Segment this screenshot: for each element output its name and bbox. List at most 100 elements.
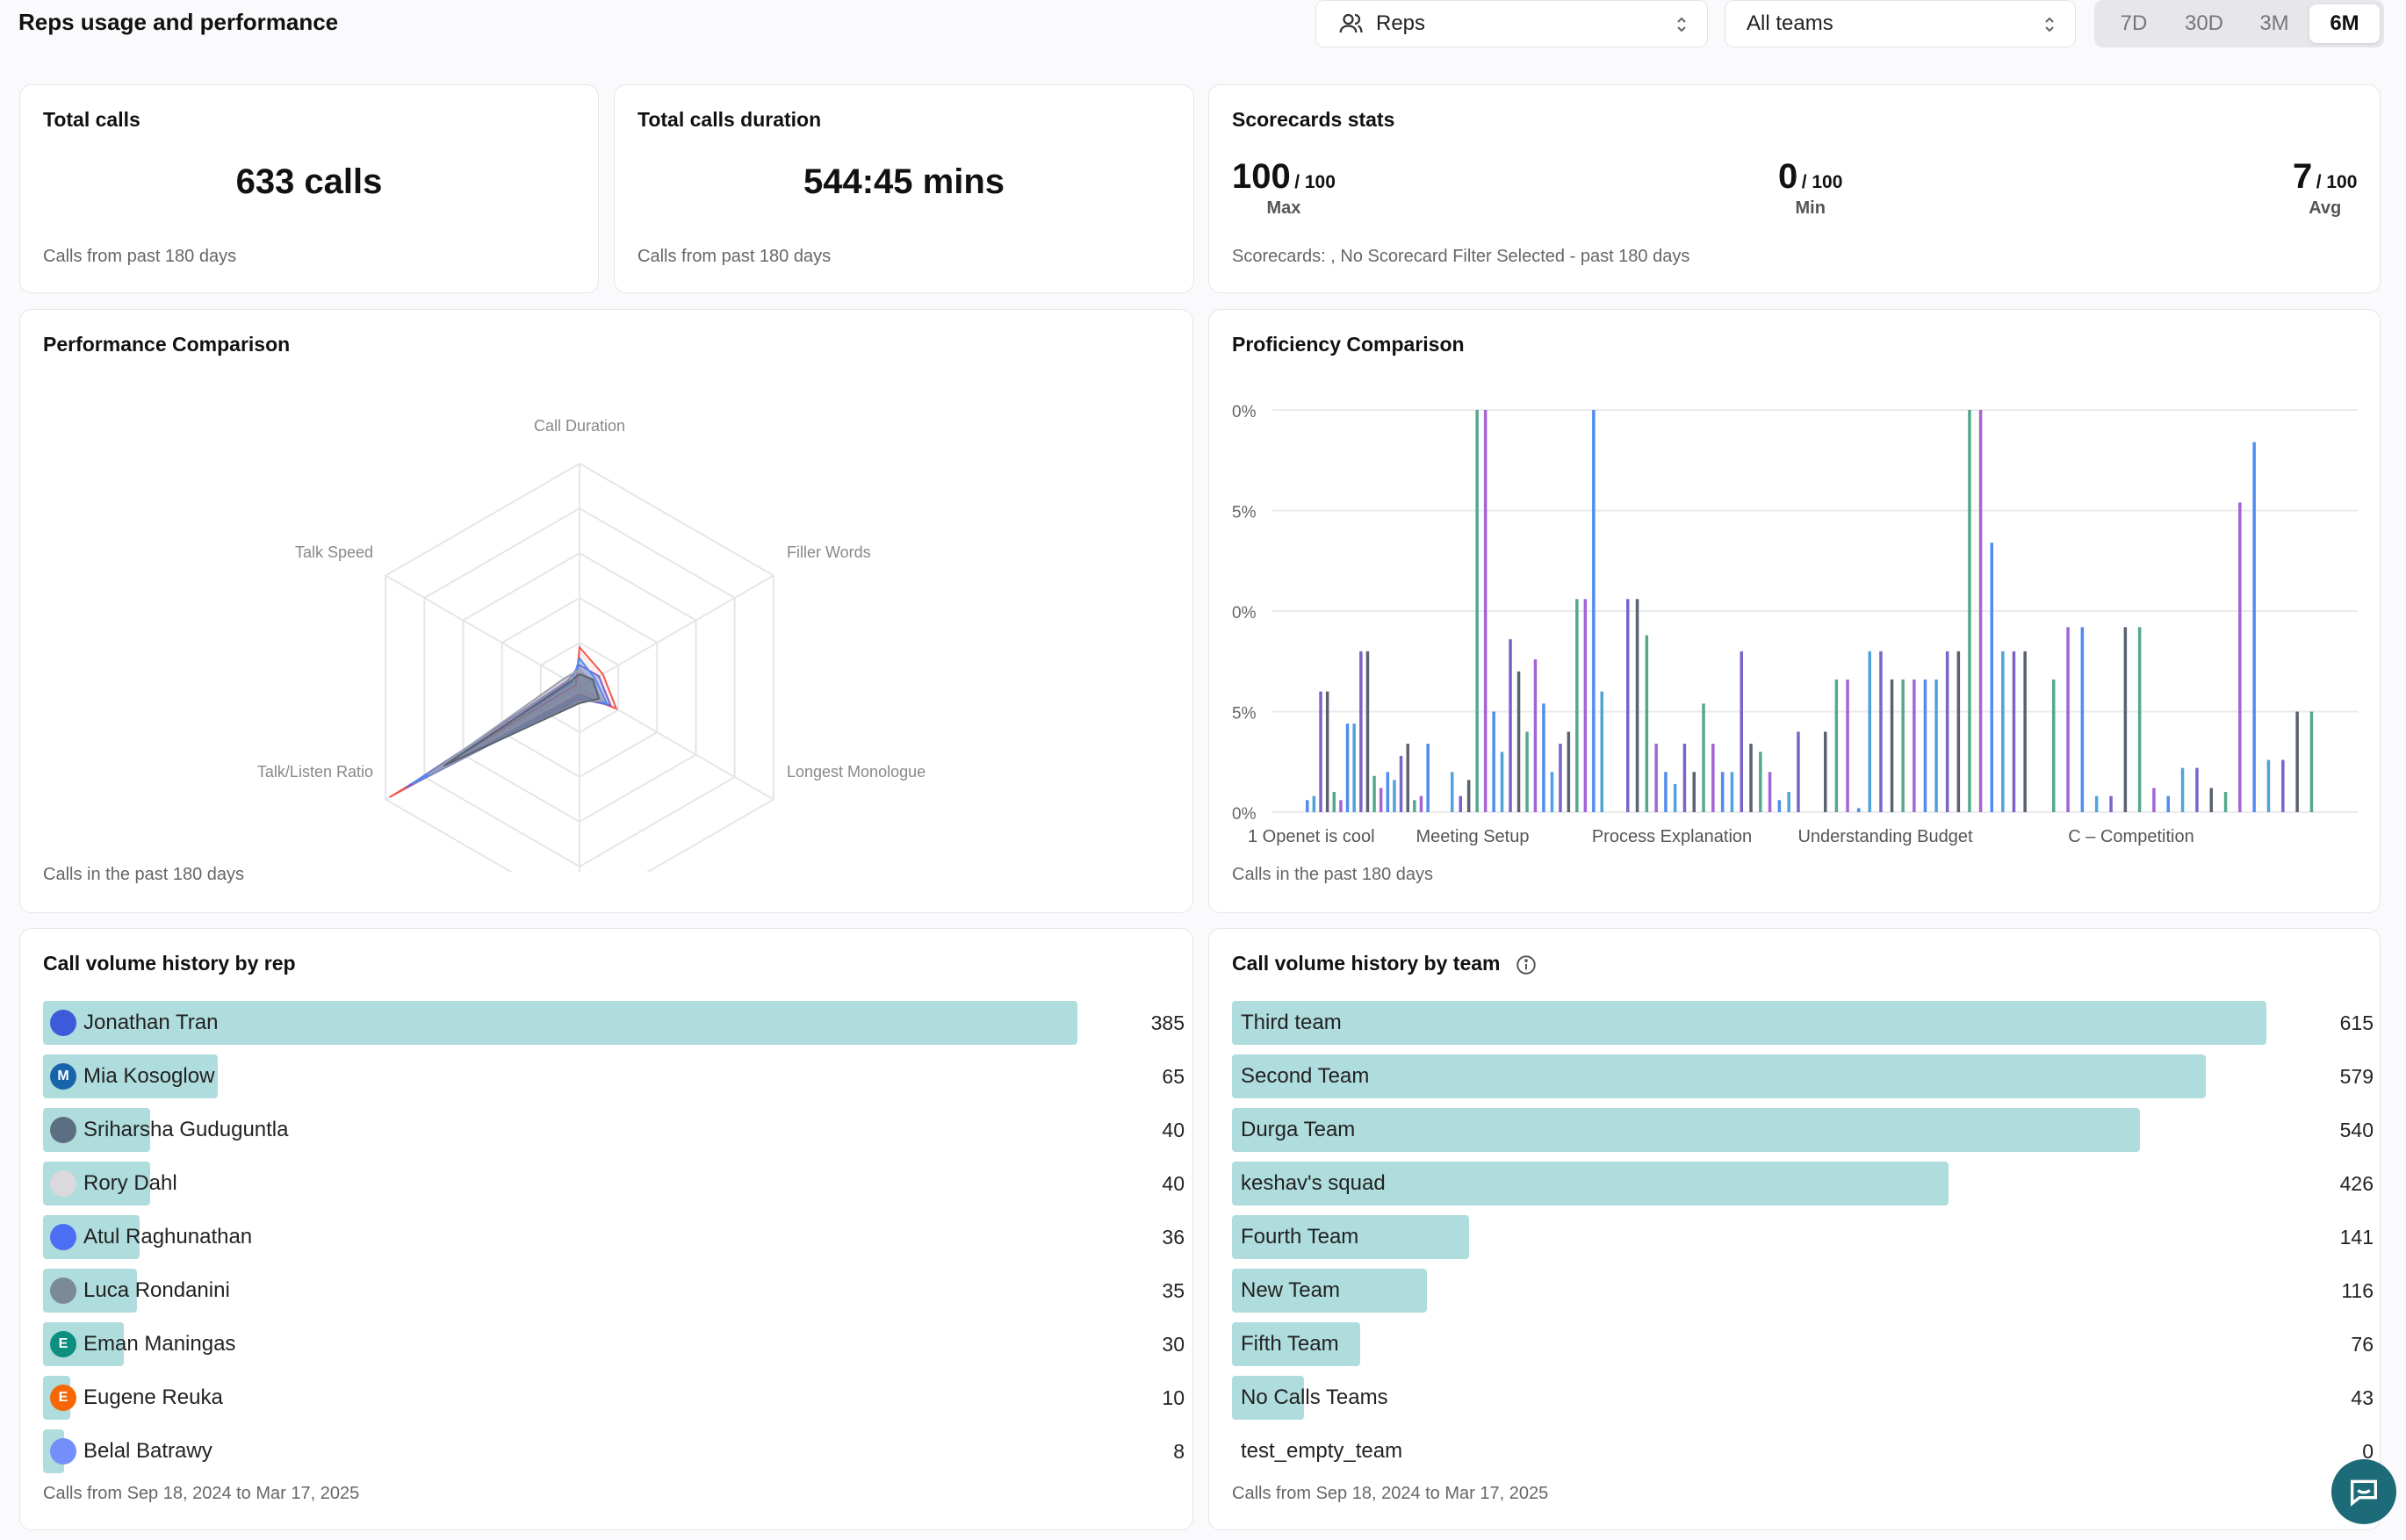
bar-fill [43,1001,1077,1045]
bar-fill [1232,1108,2141,1152]
team-row[interactable]: Second Team 579 [1232,1054,2374,1098]
rep-row[interactable]: Sriharsha Guduguntla 40 [43,1108,1185,1152]
range-30d-button[interactable]: 30D [2184,11,2224,35]
rep-row[interactable]: Luca Rondanini 35 [43,1269,1185,1313]
bar-label: New Team [1241,1269,1340,1313]
proficiency-bar [1399,755,1403,812]
proficiency-bar [1500,752,1504,812]
proficiency-bar [1824,731,1827,812]
bar-fill [1232,1001,2266,1045]
proficiency-bar [1956,651,1961,812]
score-max-value: 100 [1232,157,1291,196]
bar-fill [1232,1269,1428,1313]
score-avg: 7 / 100 Avg [2293,157,2357,219]
bar-value: 615 [2339,1011,2374,1034]
avatar: E [50,1331,76,1357]
rep-row[interactable]: M Mia Kosoglow 65 [43,1054,1185,1098]
team-row[interactable]: No Calls Teams 43 [1232,1376,2374,1420]
proficiency-bar [1664,772,1668,812]
proficiency-bar [2001,651,2005,812]
score-max-label: Max [1266,198,1301,218]
reps-select[interactable]: Reps [1315,0,1708,47]
radar-series-shape [412,656,609,785]
bar-label: E Eugene Reuka [50,1376,223,1420]
team-row[interactable]: Durga Team 540 [1232,1108,2374,1152]
team-row[interactable]: Fifth Team 76 [1232,1322,2374,1366]
bar-name: Durga Team [1241,1118,1356,1141]
proficiency-bar [1516,671,1521,812]
team-row[interactable]: Third team 615 [1232,1001,2374,1045]
proficiency-bar [1749,744,1753,812]
proficiency-bar [1413,800,1416,812]
performance-card: Performance Comparison Call Duration Fill… [19,309,1193,913]
proficiency-bar [1359,651,1363,812]
proficiency-bar [1451,772,1454,812]
proficiency-bars [1306,410,2314,812]
reps-select-value: Reps [1376,11,1426,35]
bar-value: 76 [2351,1332,2374,1356]
range-6m-button[interactable]: 6M [2309,4,2380,43]
proficiency-bar [2094,795,2099,812]
score-max-denom: / 100 [1294,172,1336,192]
proficiency-bar [1702,703,1705,812]
bar-label: Rory Dahl [50,1162,177,1205]
proficiency-bar [1352,723,1356,812]
bar-fill [1232,1215,1470,1259]
bar-value: 141 [2339,1225,2374,1249]
chat-support-button[interactable] [2331,1459,2396,1524]
team-row[interactable]: test_empty_team 0 [1232,1429,2374,1473]
bar-value: 385 [1150,1011,1185,1034]
proficiency-bar [1797,731,1800,812]
rep-row[interactable]: E Eugene Reuka 10 [43,1376,1185,1420]
proficiency-bar [1509,639,1512,812]
proficiency-bar [1890,679,1894,812]
rep-row[interactable]: Atul Raghunathan 36 [43,1215,1185,1259]
proficiency-bar [1542,703,1545,812]
rep-row[interactable]: Rory Dahl 40 [43,1162,1185,1205]
range-7d-button[interactable]: 7D [2120,11,2148,35]
rep-row[interactable]: Jonathan Tran 385 [43,1001,1185,1045]
score-min-label: Min [1795,198,1826,218]
total-calls-value: 633 calls [235,162,383,201]
radar-spoke [579,574,774,688]
proficiency-bar [1475,410,1479,812]
proficiency-bar [1945,651,1949,812]
proficiency-bar [1483,410,1488,812]
team-row[interactable]: New Team 116 [1232,1269,2374,1313]
bar-value: 65 [1162,1064,1185,1088]
card-footer: Calls from past 180 days [638,247,832,266]
info-icon[interactable] [1515,954,1538,976]
score-min-denom: / 100 [1801,172,1843,192]
bar-label: test_empty_team [1241,1429,1402,1473]
chat-icon [2351,1479,2377,1507]
y-tick-label: 5% [1232,705,1257,723]
proficiency-bar [1923,679,1927,812]
date-range-toggle: 7D 30D 3M 6M [2094,0,2384,47]
proficiency-bar [1834,679,1839,812]
avatar [50,1117,76,1143]
proficiency-bar [1730,772,1734,812]
card-footer: Calls in the past 180 days [43,865,245,884]
bar-label: Fourth Team [1241,1215,1358,1259]
card-title: Proficiency Comparison [1232,333,1465,356]
rep-row[interactable]: Belal Batrawy 8 [43,1429,1185,1473]
team-row[interactable]: Fourth Team 141 [1232,1215,2374,1259]
range-3m-button[interactable]: 3M [2259,11,2289,35]
proficiency-bar [2012,651,2016,812]
radar-axis-label: Talk/Listen Ratio [257,763,373,781]
bar-name: Mia Kosoglow [83,1064,215,1088]
proficiency-bar [1682,744,1687,812]
proficiency-bar [1567,731,1571,812]
bar-value: 0 [2362,1439,2374,1463]
bar-name: Atul Raghunathan [83,1225,253,1249]
teams-select[interactable]: All teams [1725,0,2076,47]
score-avg-value: 7 [2293,157,2313,196]
proficiency-bar [1626,599,1630,812]
bar-value: 36 [1162,1225,1185,1249]
radar-series-shape [428,668,605,776]
rep-row[interactable]: E Eman Maningas 30 [43,1322,1185,1366]
proficiency-bar [1559,744,1562,812]
avatar [50,1277,76,1304]
team-row[interactable]: keshav's squad 426 [1232,1162,2374,1205]
bar-label: Third team [1241,1001,1342,1045]
